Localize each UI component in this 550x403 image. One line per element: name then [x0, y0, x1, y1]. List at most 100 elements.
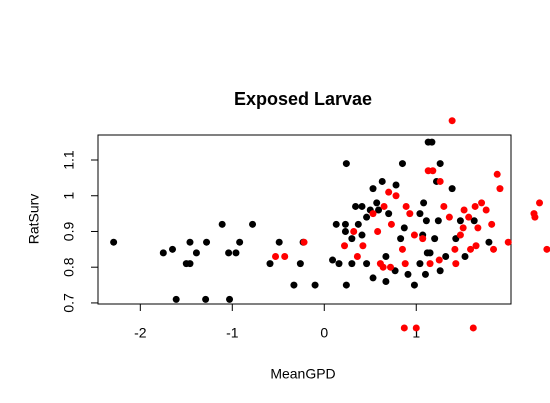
point — [459, 224, 467, 232]
point — [448, 185, 456, 193]
point — [460, 206, 468, 214]
point — [436, 267, 444, 275]
point — [467, 245, 475, 253]
point — [448, 117, 456, 125]
point — [342, 160, 350, 168]
point — [352, 202, 360, 210]
point — [400, 224, 408, 232]
point — [348, 260, 356, 268]
point — [429, 167, 437, 175]
point — [385, 210, 393, 218]
point — [451, 245, 459, 253]
point — [232, 249, 240, 257]
point — [369, 274, 377, 282]
point — [422, 217, 430, 225]
point — [435, 256, 443, 264]
point — [488, 220, 496, 228]
point — [478, 199, 486, 207]
point — [400, 324, 408, 332]
point — [442, 252, 450, 260]
point — [192, 249, 200, 257]
point — [311, 281, 319, 289]
x-tick-label: -1 — [226, 325, 239, 341]
point — [469, 324, 477, 332]
point — [504, 238, 512, 246]
point — [354, 220, 362, 228]
point — [445, 213, 453, 221]
point — [378, 177, 386, 185]
point — [397, 235, 405, 243]
point — [341, 242, 349, 250]
point — [363, 213, 371, 221]
point — [416, 210, 424, 218]
point — [420, 199, 428, 207]
point — [172, 295, 180, 303]
point — [436, 177, 444, 185]
point — [186, 238, 194, 246]
point — [434, 217, 442, 225]
point — [380, 202, 388, 210]
point — [169, 245, 177, 253]
point — [375, 206, 383, 214]
point — [536, 199, 544, 207]
point — [369, 185, 377, 193]
point — [387, 220, 395, 228]
point — [186, 260, 194, 268]
point — [410, 281, 418, 289]
point — [543, 245, 550, 253]
point — [419, 235, 427, 243]
point — [531, 213, 539, 221]
point — [335, 260, 343, 268]
point — [218, 220, 226, 228]
point — [332, 220, 340, 228]
point — [329, 256, 337, 264]
point — [426, 249, 434, 257]
point — [436, 160, 444, 168]
point — [398, 245, 406, 253]
point — [482, 206, 490, 214]
point — [369, 210, 377, 218]
chart-title: Exposed Larvae — [234, 89, 372, 109]
point — [296, 260, 304, 268]
point — [404, 270, 412, 278]
point — [465, 213, 473, 221]
point — [203, 238, 211, 246]
point — [493, 170, 501, 178]
point — [348, 235, 356, 243]
point — [401, 260, 409, 268]
point — [300, 238, 308, 246]
point — [359, 242, 367, 250]
point — [490, 245, 498, 253]
point — [412, 324, 420, 332]
point — [426, 260, 434, 268]
point — [350, 227, 358, 235]
point — [431, 235, 439, 243]
point — [406, 210, 414, 218]
point — [272, 252, 280, 260]
point — [341, 220, 349, 228]
point — [392, 181, 400, 189]
point — [275, 238, 283, 246]
point — [471, 202, 479, 210]
point — [470, 217, 478, 225]
point — [290, 281, 298, 289]
point — [485, 238, 493, 246]
y-tick-label: 0.9 — [61, 222, 77, 242]
point — [358, 202, 366, 210]
point — [402, 202, 410, 210]
x-tick-label: -2 — [134, 325, 147, 341]
point — [496, 185, 504, 193]
point — [266, 260, 274, 268]
point — [281, 252, 289, 260]
point — [353, 252, 361, 260]
point — [379, 263, 387, 271]
y-axis-label: RatSurv — [26, 194, 42, 245]
point — [385, 188, 393, 196]
point — [342, 281, 350, 289]
x-tick-label: 1 — [412, 325, 420, 341]
point — [456, 231, 464, 239]
point — [373, 199, 381, 207]
y-tick-label: 1.1 — [61, 150, 77, 170]
point — [236, 238, 244, 246]
